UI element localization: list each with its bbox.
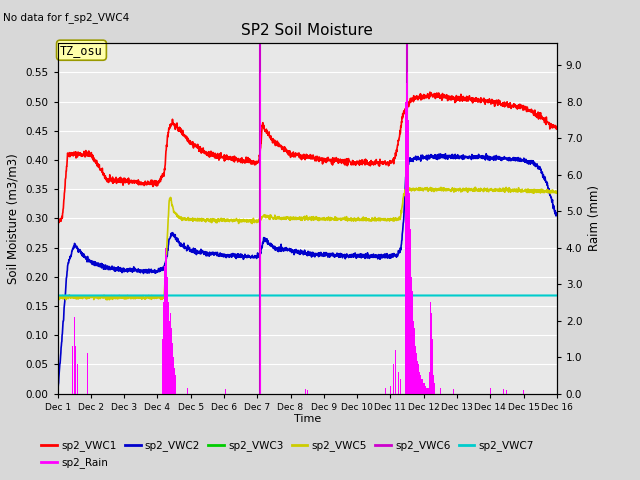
- Bar: [410, 229, 411, 394]
- Bar: [390, 386, 391, 394]
- Legend: sp2_VWC1, sp2_VWC2, sp2_VWC3, sp2_VWC5, sp2_VWC6, sp2_VWC7: sp2_VWC1, sp2_VWC2, sp2_VWC3, sp2_VWC5, …: [37, 436, 538, 456]
- Bar: [413, 321, 414, 394]
- Bar: [169, 321, 170, 394]
- Bar: [411, 255, 412, 394]
- Bar: [414, 328, 415, 394]
- Bar: [426, 388, 427, 394]
- Bar: [187, 388, 188, 394]
- Text: No data for f_sp2_VWC4: No data for f_sp2_VWC4: [3, 12, 129, 23]
- Legend: sp2_Rain: sp2_Rain: [37, 453, 112, 472]
- Bar: [418, 364, 419, 394]
- Bar: [433, 375, 434, 394]
- Bar: [440, 388, 441, 394]
- Bar: [170, 313, 171, 394]
- Bar: [87, 353, 88, 394]
- Bar: [400, 379, 401, 394]
- Bar: [168, 302, 169, 394]
- Bar: [422, 379, 423, 394]
- Bar: [456, 390, 458, 394]
- Bar: [490, 388, 491, 394]
- Bar: [395, 350, 396, 394]
- Bar: [74, 317, 75, 394]
- Bar: [174, 368, 175, 394]
- Bar: [305, 389, 306, 394]
- Bar: [506, 390, 508, 394]
- Bar: [260, 84, 261, 394]
- Bar: [421, 379, 422, 394]
- Bar: [523, 390, 524, 394]
- Y-axis label: Raim (mm): Raim (mm): [588, 185, 601, 252]
- Bar: [225, 389, 226, 394]
- Y-axis label: Soil Moisture (m3/m3): Soil Moisture (m3/m3): [7, 153, 20, 284]
- Bar: [419, 372, 420, 394]
- Text: TZ_osu: TZ_osu: [60, 44, 103, 57]
- Bar: [431, 313, 432, 394]
- Bar: [422, 383, 424, 394]
- Bar: [420, 375, 421, 394]
- Bar: [429, 372, 430, 394]
- Bar: [406, 65, 408, 394]
- Bar: [415, 346, 416, 394]
- Bar: [416, 353, 417, 394]
- Bar: [405, 102, 406, 394]
- X-axis label: Time: Time: [294, 414, 321, 424]
- Bar: [164, 266, 165, 394]
- Bar: [171, 328, 172, 394]
- Bar: [165, 248, 166, 394]
- Bar: [424, 384, 426, 394]
- Bar: [398, 372, 399, 394]
- Bar: [423, 383, 424, 394]
- Bar: [434, 383, 435, 394]
- Bar: [407, 72, 408, 394]
- Bar: [72, 346, 73, 394]
- Bar: [172, 343, 173, 394]
- Bar: [175, 375, 176, 394]
- Bar: [428, 388, 429, 394]
- Bar: [173, 357, 174, 394]
- Bar: [307, 390, 308, 394]
- Bar: [167, 277, 168, 394]
- Bar: [427, 388, 428, 394]
- Bar: [408, 120, 409, 394]
- Bar: [453, 389, 454, 394]
- Bar: [162, 339, 163, 394]
- Bar: [503, 389, 504, 394]
- Bar: [77, 364, 78, 394]
- Bar: [166, 255, 167, 394]
- Bar: [385, 388, 386, 394]
- Bar: [406, 84, 407, 394]
- Bar: [163, 302, 164, 394]
- Bar: [425, 386, 426, 394]
- Bar: [424, 383, 425, 394]
- Title: SP2 Soil Moisture: SP2 Soil Moisture: [241, 23, 373, 38]
- Bar: [417, 361, 418, 394]
- Bar: [412, 291, 413, 394]
- Bar: [432, 339, 433, 394]
- Bar: [408, 156, 410, 394]
- Bar: [430, 302, 431, 394]
